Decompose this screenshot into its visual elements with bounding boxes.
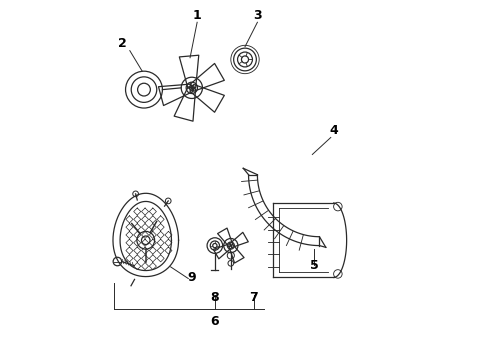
Text: 2: 2: [119, 37, 127, 50]
Text: 8: 8: [211, 291, 219, 303]
Text: 1: 1: [193, 9, 201, 22]
Text: 7: 7: [249, 291, 258, 303]
Text: 5: 5: [310, 259, 318, 272]
Text: 9: 9: [188, 271, 196, 284]
Text: 6: 6: [211, 315, 219, 328]
Text: 4: 4: [329, 124, 338, 137]
Text: 3: 3: [253, 9, 262, 22]
